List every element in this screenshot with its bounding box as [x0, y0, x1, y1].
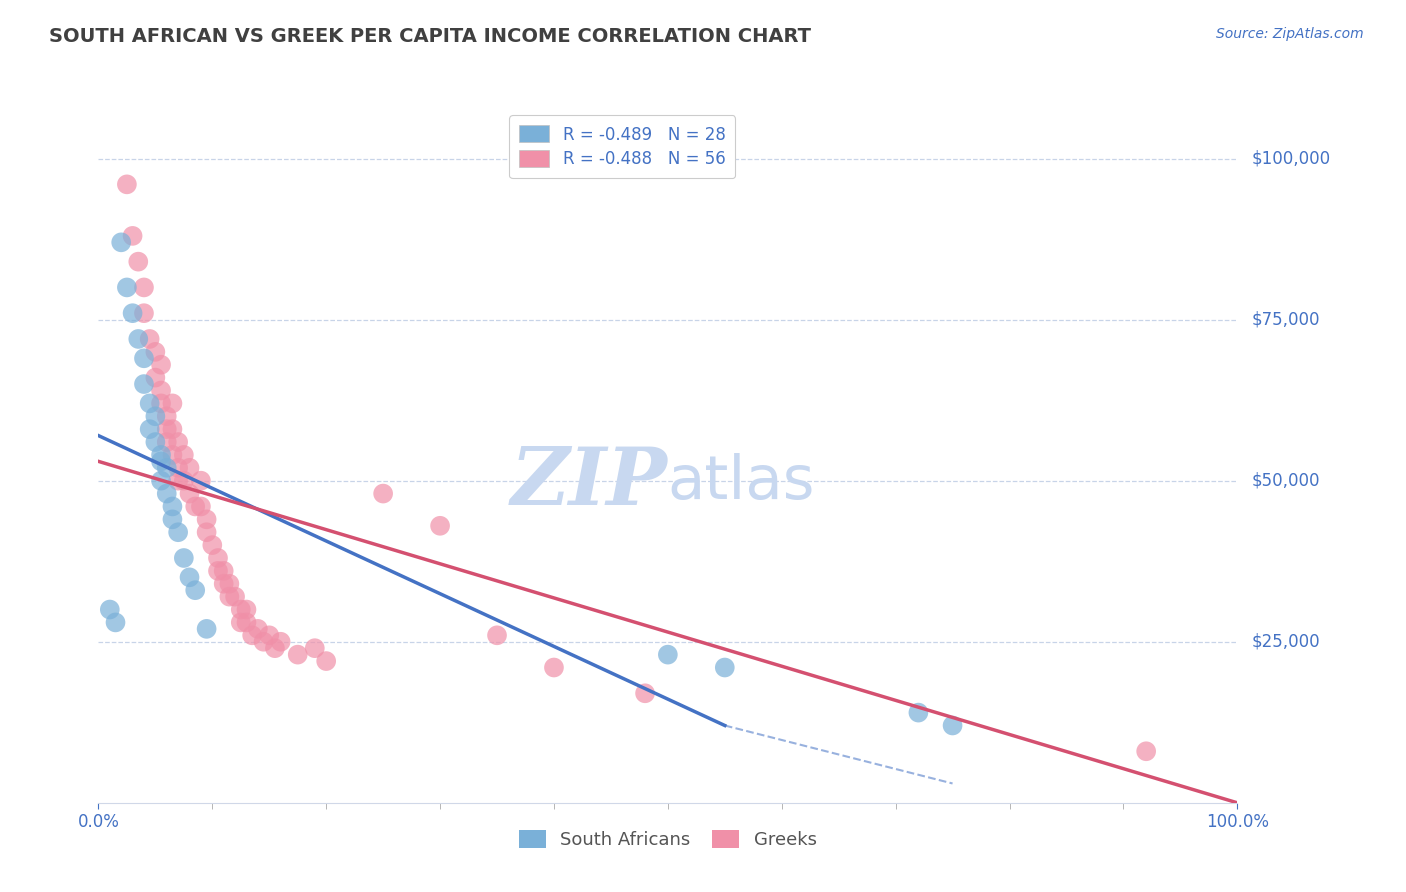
Point — [167, 460, 190, 475]
Point — [429, 518, 451, 533]
Point — [162, 422, 184, 436]
Point — [132, 351, 155, 366]
Point — [218, 576, 240, 591]
Point — [207, 551, 229, 566]
Point — [229, 602, 252, 616]
Point — [212, 564, 235, 578]
Point — [132, 280, 155, 294]
Point — [184, 583, 207, 598]
Text: $100,000: $100,000 — [1251, 150, 1330, 168]
Point — [270, 634, 292, 648]
Point — [218, 590, 240, 604]
Point — [246, 622, 269, 636]
Point — [173, 474, 195, 488]
Point — [259, 628, 281, 642]
Point — [657, 648, 679, 662]
Point — [138, 422, 160, 436]
Point — [195, 622, 218, 636]
Point — [127, 254, 149, 268]
Point — [190, 474, 212, 488]
Point — [543, 660, 565, 674]
Point — [132, 377, 155, 392]
Text: $75,000: $75,000 — [1251, 310, 1320, 328]
Text: ZIP: ZIP — [510, 444, 668, 522]
Point — [714, 660, 737, 674]
Point — [150, 448, 173, 462]
Point — [252, 634, 274, 648]
Legend: South Africans, Greeks: South Africans, Greeks — [512, 822, 824, 856]
Point — [167, 525, 190, 540]
Point — [1135, 744, 1157, 758]
Point — [195, 512, 218, 526]
Text: atlas: atlas — [668, 453, 815, 512]
Point — [156, 409, 179, 424]
Point — [201, 538, 224, 552]
Point — [190, 500, 212, 514]
Text: SOUTH AFRICAN VS GREEK PER CAPITA INCOME CORRELATION CHART: SOUTH AFRICAN VS GREEK PER CAPITA INCOME… — [49, 27, 811, 45]
Point — [150, 358, 173, 372]
Point — [156, 435, 179, 450]
Point — [162, 500, 184, 514]
Point — [173, 551, 195, 566]
Point — [104, 615, 127, 630]
Point — [162, 512, 184, 526]
Text: $25,000: $25,000 — [1251, 632, 1320, 651]
Point — [207, 564, 229, 578]
Point — [150, 454, 173, 468]
Point — [240, 628, 263, 642]
Point — [179, 570, 201, 584]
Point — [138, 332, 160, 346]
Point — [150, 396, 173, 410]
Point — [145, 409, 167, 424]
Text: Source: ZipAtlas.com: Source: ZipAtlas.com — [1216, 27, 1364, 41]
Point — [127, 332, 149, 346]
Point — [145, 370, 167, 384]
Point — [304, 641, 326, 656]
Point — [235, 602, 257, 616]
Point — [156, 486, 179, 500]
Point — [167, 435, 190, 450]
Point — [371, 486, 394, 500]
Point — [167, 474, 190, 488]
Point — [132, 306, 155, 320]
Point — [115, 280, 138, 294]
Point — [179, 486, 201, 500]
Point — [907, 706, 929, 720]
Point — [212, 576, 235, 591]
Point — [287, 648, 309, 662]
Point — [110, 235, 132, 250]
Text: $50,000: $50,000 — [1251, 472, 1320, 490]
Point — [235, 615, 257, 630]
Point — [138, 396, 160, 410]
Point — [98, 602, 121, 616]
Point — [150, 384, 173, 398]
Point — [162, 396, 184, 410]
Point — [156, 460, 179, 475]
Point — [150, 474, 173, 488]
Point — [121, 228, 143, 243]
Point — [224, 590, 246, 604]
Point — [115, 178, 138, 192]
Point — [145, 344, 167, 359]
Point — [264, 641, 287, 656]
Point — [156, 422, 179, 436]
Point — [145, 435, 167, 450]
Point — [486, 628, 509, 642]
Point — [942, 718, 965, 732]
Point — [195, 525, 218, 540]
Point — [173, 448, 195, 462]
Point — [179, 460, 201, 475]
Point — [162, 448, 184, 462]
Point — [315, 654, 337, 668]
Point — [121, 306, 143, 320]
Point — [184, 500, 207, 514]
Point — [634, 686, 657, 700]
Point — [229, 615, 252, 630]
